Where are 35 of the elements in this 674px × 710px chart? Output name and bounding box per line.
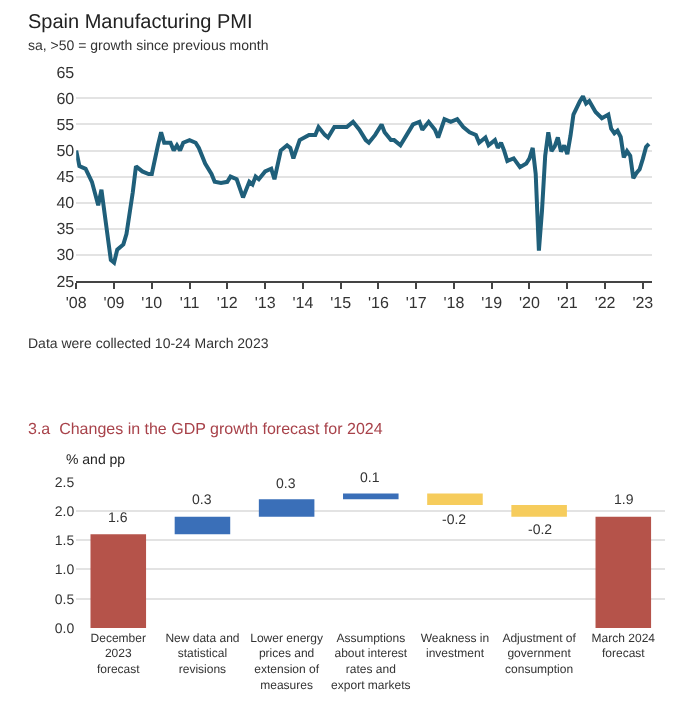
x-tick-label: '20 [519, 294, 541, 313]
y-tick-label: 25 [56, 272, 76, 291]
x-tick-label: '19 [481, 294, 504, 313]
bar [258, 499, 315, 517]
x-tick-label: '21 [556, 294, 579, 313]
x-tick-label: '08 [65, 294, 88, 313]
x-tick-label: '15 [330, 294, 353, 313]
bar [595, 516, 652, 628]
x-tick-label: '17 [405, 294, 428, 313]
x-tick-label: '22 [594, 294, 617, 313]
bar [427, 493, 483, 506]
x-tick-label: '13 [254, 294, 277, 313]
chart-title: 3.a Changes in the GDP growth forecast for 2024 [28, 420, 384, 438]
y-tick-label: 35 [56, 220, 76, 239]
bar [511, 505, 567, 517]
x-tick-label: '23 [632, 294, 655, 313]
y-tick-label: 50 [56, 142, 76, 161]
x-tick-label: '18 [443, 294, 466, 313]
x-tick-label: '11 [179, 294, 201, 313]
bar [174, 516, 231, 535]
bar [343, 493, 399, 500]
x-tick-label: '09 [103, 294, 126, 313]
y-tick-label: 45 [56, 168, 76, 187]
bar [90, 534, 147, 628]
line-series [76, 94, 651, 265]
x-tick-label: '10 [141, 294, 164, 313]
x-tick-label: '14 [292, 294, 315, 313]
y-tick-label: 30 [56, 246, 76, 265]
x-tick-label: '12 [216, 294, 239, 313]
y-tick-label: 55 [56, 116, 76, 135]
y-tick-label: 40 [56, 194, 76, 213]
y-tick-label: 60 [56, 90, 76, 109]
x-tick-label: '16 [367, 294, 390, 313]
y-tick-label: 65 [56, 63, 76, 82]
chart-title: Spain Manufacturing PMI [28, 12, 253, 34]
